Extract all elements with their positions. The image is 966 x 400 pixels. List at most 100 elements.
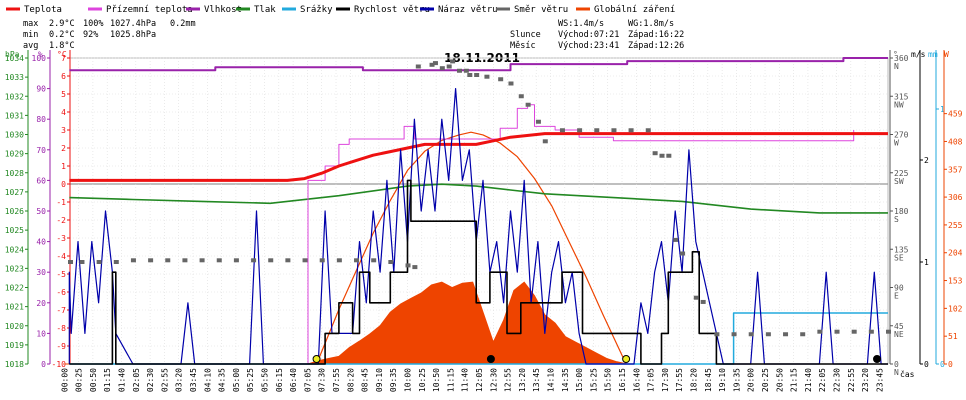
x-tick-label: 19:35 [732,368,741,392]
press-axis-tick-label: 1033 [5,73,24,82]
hum-axis-tick-label: 100 [32,54,47,63]
legend-label: Tlak [254,5,276,15]
hum-axis-tick-label: 50 [36,207,46,216]
hum-axis-tick-label: 30 [36,268,46,277]
wind-direction-point [405,263,411,268]
wind-direction-point [525,102,531,107]
x-tick-label: 07:55 [332,368,341,392]
press-axis-tick-label: 1025 [5,226,24,235]
wind-direction-point [456,68,462,73]
x-tick-label: 21:15 [790,368,799,392]
rad-axis-tick-label: 153 [948,277,963,286]
hum-axis-tick-label: 80 [36,115,46,124]
wind-direction-point [834,329,840,334]
legend-label: Rychlost větru [354,5,430,15]
wind-direction-point [748,332,754,337]
wind-direction-point [800,332,806,337]
temp-axis-tick-label: -2 [56,216,66,225]
wind-direction-point [659,153,665,158]
temp-axis-tick-label: -9 [56,342,66,351]
dir-axis-tick-label: 315 [894,92,909,101]
dir-axis-tick-label: 135 [894,245,909,254]
sunset-marker [622,355,631,363]
wind-direction-point [577,128,583,133]
rad-axis-tick-label: 0 [948,360,953,369]
x-tick-label: 05:50 [261,368,270,392]
wind-direction-point [336,258,342,263]
stats-temp-min: 0.2°C [49,30,75,40]
dir-axis-compass-label: E [894,292,899,301]
hum-axis-tick-label: 90 [36,85,46,94]
dir-axis-compass-label: N [894,62,899,71]
rad-axis-tick-label: 102 [948,304,963,313]
rad-axis-tick-label: 459 [948,110,963,119]
legend-label: Globální záření [594,5,675,15]
x-tick-label: 11:15 [446,368,455,392]
temp-axis-tick-label: 7 [61,54,66,63]
series [64,57,891,365]
wind-direction-point [450,59,456,64]
wind-direction-point [628,128,634,133]
wind-direction-point [130,258,136,263]
x-tick-label: 22:05 [818,368,827,392]
temp-axis-tick-label: 5 [61,90,66,99]
rad-axis-tick-label: 51 [948,332,958,341]
x-tick-label: 17:55 [675,368,684,392]
x-tick-label: 02:05 [132,368,141,392]
wind-direction-point [783,332,789,337]
press-axis-tick-label: 1027 [5,188,24,197]
wind-direction-point [886,329,891,334]
x-tick-label: 10:00 [404,368,413,392]
temp-axis-tick-label: -1 [56,198,66,207]
x-tick-label: 00:50 [89,368,98,392]
x-tick-label: 15:00 [575,368,584,392]
dir-axis-compass-label: NE [894,330,904,339]
x-tick-label: 12:30 [489,368,498,392]
hum-axis-tick-label: 60 [36,176,46,185]
x-tick-label: 12:55 [504,368,513,392]
info-moonset: Západ:12:26 [628,41,684,51]
info-ws: WS:1.4m/s [558,19,604,29]
wind-direction-point [446,64,452,69]
rain-axis-label: mm [928,50,938,59]
stats-hum-min: 92% [83,30,98,40]
x-tick-label: 00:00 [60,368,69,392]
dir-axis-compass-label: SE [894,253,904,262]
x-tick-label: 14:10 [547,368,556,392]
temp-axis-tick-label: 1 [61,162,66,171]
x-tick-label: 17:30 [661,368,670,392]
press-axis-tick-label: 1029 [5,150,24,159]
wind-direction-point [371,258,377,263]
x-tick-label: 02:30 [146,368,155,392]
temp-axis-tick-label: 3 [61,126,66,135]
wind-direction-point [652,151,658,156]
rain-axis-tick-label: 1 [940,105,945,114]
sunrise-marker [312,355,321,363]
x-tick-label: 18:20 [690,368,699,392]
press-axis-tick-label: 1023 [5,264,24,273]
dir-axis-tick-label: 360 [894,54,909,63]
wind-direction-point [680,251,686,256]
x-tick-label: 19:10 [718,368,727,392]
info-wg: WG:1.8m/s [628,19,674,29]
x-axis-label: čas [900,369,915,379]
wind-direction-point [731,332,737,337]
x-tick-label: 09:35 [389,368,398,392]
stats-label-min: min [23,30,38,40]
moonset-marker [486,355,495,363]
x-tick-label: 22:55 [847,368,856,392]
x-tick-label: 01:40 [118,368,127,392]
legend-label: Přízemní teplota [106,5,193,15]
x-tick-label: 10:25 [418,368,427,392]
wind-direction-point [817,329,823,334]
stats-temp-avg: 1.8°C [49,41,75,51]
wind-direction-point [415,64,421,69]
wind-direction-point [388,260,394,264]
info-sunrise: Východ:07:21 [558,30,619,40]
info-moon-label: Měsíc [510,41,536,51]
x-tick-label: 04:35 [218,368,227,392]
rad-axis-tick-label: 357 [948,165,963,174]
x-tick-label: 06:15 [275,368,284,392]
hum-axis-tick-label: 40 [36,238,46,247]
